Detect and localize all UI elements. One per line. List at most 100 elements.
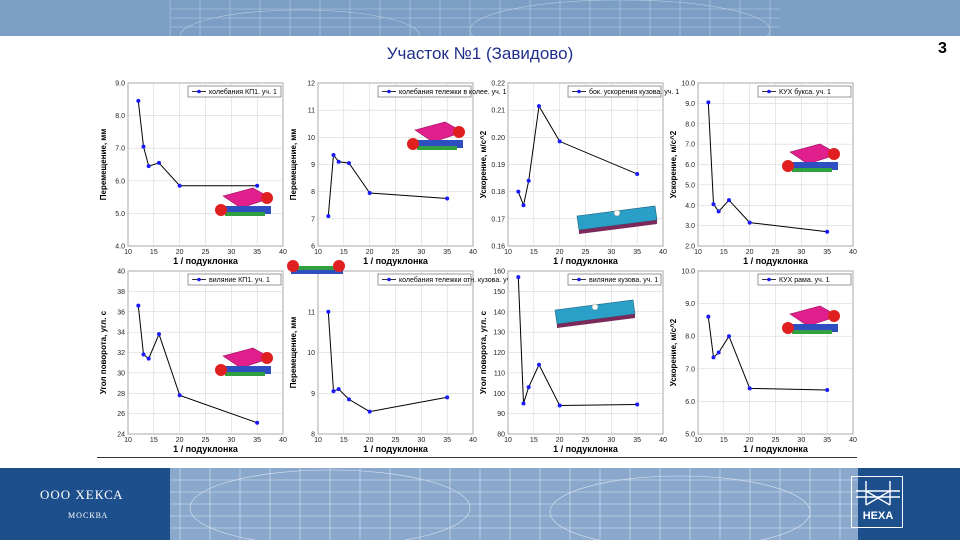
chart-body-yaw: 10 15 20 25 30 35 40 80 90 100 110 120 130 140 150 160 1… bbox=[479, 269, 667, 455]
x-tick-label: 20 bbox=[176, 437, 184, 444]
x-tick-label: 40 bbox=[849, 249, 857, 256]
x-tick-label: 25 bbox=[392, 437, 400, 444]
legend-marker bbox=[577, 277, 581, 282]
x-tick-label: 10 bbox=[504, 437, 512, 444]
data-point bbox=[635, 172, 640, 177]
company-block: ООО ХЕКСА МОСКВА bbox=[0, 468, 170, 540]
wheel-shape bbox=[261, 352, 273, 364]
y-tick-label: 6.0 bbox=[685, 162, 695, 169]
y-tick-label: 7 bbox=[311, 216, 315, 223]
legend-marker bbox=[387, 277, 391, 282]
y-tick-label: 100 bbox=[493, 391, 505, 398]
x-tick-label: 15 bbox=[720, 437, 728, 444]
bogie-illustration bbox=[782, 143, 840, 172]
legend-box bbox=[377, 273, 472, 286]
y-tick-label: 7.0 bbox=[685, 142, 695, 149]
x-tick-label: 20 bbox=[556, 249, 564, 256]
data-point bbox=[336, 387, 341, 392]
hexa-logo: HEXA bbox=[851, 476, 903, 528]
x-tick-label: 30 bbox=[797, 249, 805, 256]
series-line bbox=[707, 102, 828, 233]
x-tick-label: 30 bbox=[607, 249, 615, 256]
legend-box bbox=[187, 85, 282, 98]
company-city: МОСКВА bbox=[68, 511, 109, 520]
x-tick-label: 15 bbox=[340, 249, 348, 256]
x-tick-label: 30 bbox=[797, 437, 805, 444]
railcar-underframe-shape bbox=[579, 220, 657, 234]
y-axis-label: Угол поворота, угл. с bbox=[99, 310, 108, 394]
legend-marker bbox=[197, 277, 201, 282]
x-tick-label: 25 bbox=[392, 249, 400, 256]
y-tick-label: 6.0 bbox=[685, 399, 695, 406]
x-tick-label: 35 bbox=[633, 249, 641, 256]
data-point bbox=[526, 178, 531, 183]
y-tick-label: 2.0 bbox=[685, 244, 695, 251]
x-tick-label: 35 bbox=[443, 437, 451, 444]
legend-box bbox=[567, 85, 662, 98]
x-tick-label: 35 bbox=[443, 249, 451, 256]
y-tick-label: 140 bbox=[493, 309, 505, 316]
data-point bbox=[711, 202, 716, 207]
series-line bbox=[327, 311, 448, 413]
data-point bbox=[177, 183, 182, 188]
data-point bbox=[537, 362, 541, 367]
y-tick-label: 10 bbox=[307, 135, 315, 142]
chart-kp1-oscillation: 10 15 20 25 30 35 40 4.0 5.0 6.0 7.0 8.0 9.0 1 / поду… bbox=[99, 81, 287, 267]
x-tick-label: 15 bbox=[530, 437, 538, 444]
x-tick-label: 40 bbox=[659, 249, 667, 256]
x-tick-label: 35 bbox=[823, 249, 831, 256]
y-tick-label: 160 bbox=[493, 269, 505, 276]
x-tick-label: 30 bbox=[227, 249, 235, 256]
bogie-side-shape bbox=[786, 324, 838, 332]
chart-frame-kux: 10 15 20 25 30 35 40 5.0 6.0 7.0 8.0 9.0 10.0 1 / под… bbox=[669, 269, 857, 455]
y-tick-label: 0.18 bbox=[491, 189, 505, 196]
x-axis-label: 1 / подуклонка bbox=[743, 256, 809, 266]
y-tick-label: 9 bbox=[311, 162, 315, 169]
y-tick-label: 5.0 bbox=[685, 182, 695, 189]
y-tick-label: 80 bbox=[497, 432, 505, 439]
y-tick-label: 8.0 bbox=[685, 121, 695, 128]
x-axis-label: 1 / подуклонка bbox=[173, 256, 239, 266]
legend-box bbox=[377, 85, 472, 98]
railcar-illustration bbox=[576, 205, 658, 234]
x-tick-label: 35 bbox=[253, 437, 261, 444]
data-point bbox=[706, 100, 711, 105]
y-tick-label: 38 bbox=[117, 289, 125, 296]
series-line bbox=[327, 153, 448, 217]
legend-label: КУХ букса. уч. 1 bbox=[779, 88, 831, 96]
logo-text: HEXA bbox=[862, 510, 894, 522]
data-point bbox=[445, 395, 450, 400]
legend-label: колебания КП1. уч. 1 bbox=[209, 88, 277, 96]
data-point bbox=[336, 159, 341, 164]
footer-band: ООО ХЕКСА МОСКВА HEXA bbox=[0, 468, 960, 540]
data-point bbox=[157, 160, 161, 165]
legend-label: бок. ускорения кузова. уч. 1 bbox=[589, 88, 679, 96]
x-tick-label: 25 bbox=[772, 437, 780, 444]
data-point bbox=[141, 144, 146, 149]
company-name: ООО ХЕКСА bbox=[40, 487, 124, 502]
data-point bbox=[557, 139, 562, 144]
data-point bbox=[516, 189, 521, 194]
x-tick-label: 25 bbox=[202, 437, 210, 444]
data-point bbox=[146, 356, 151, 361]
logo-block: HEXA bbox=[851, 468, 960, 540]
legend-marker bbox=[767, 89, 771, 94]
x-tick-label: 35 bbox=[823, 437, 831, 444]
x-tick-label: 40 bbox=[659, 437, 667, 444]
y-tick-label: 40 bbox=[117, 269, 125, 276]
y-tick-label: 10.0 bbox=[681, 269, 695, 276]
y-tick-label: 8 bbox=[311, 189, 315, 196]
legend-box bbox=[757, 273, 852, 286]
y-tick-label: 0.20 bbox=[491, 135, 505, 142]
bogie-side-shape bbox=[219, 366, 271, 374]
wheel-shape bbox=[215, 364, 227, 376]
bogie-illustration bbox=[287, 260, 345, 274]
y-tick-label: 90 bbox=[497, 411, 505, 418]
data-point bbox=[331, 389, 336, 394]
data-point bbox=[157, 332, 161, 337]
x-tick-label: 35 bbox=[633, 437, 641, 444]
data-point bbox=[635, 402, 640, 407]
x-tick-label: 10 bbox=[694, 437, 702, 444]
bogie-spring-shape bbox=[792, 168, 832, 172]
x-tick-label: 30 bbox=[607, 437, 615, 444]
